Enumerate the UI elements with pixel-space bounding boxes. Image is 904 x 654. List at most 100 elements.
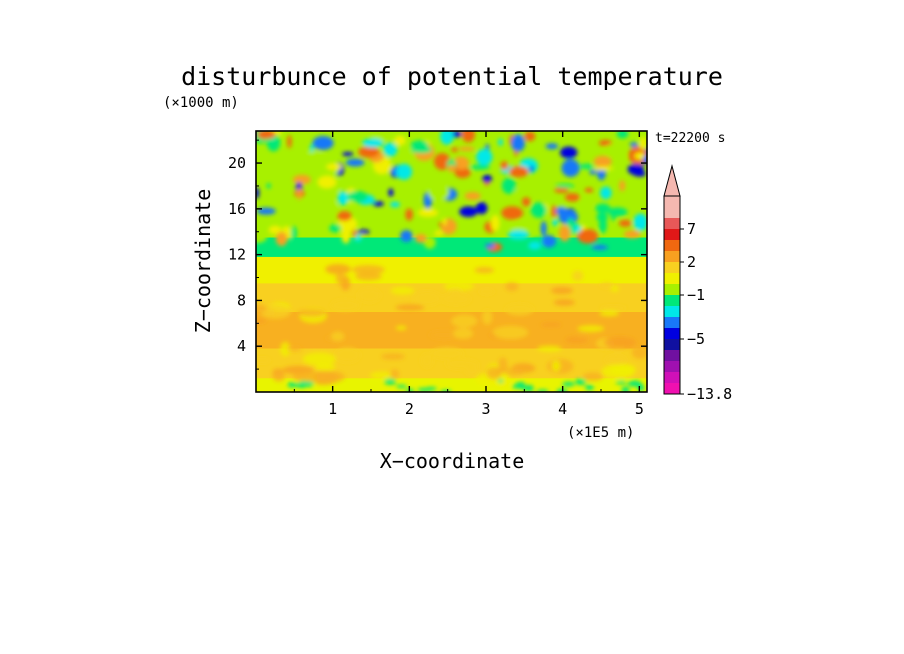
colorbar-segment (664, 317, 680, 329)
field-blob (445, 359, 479, 370)
plot-area (256, 131, 647, 392)
field-blob (459, 206, 478, 218)
field-blob (598, 139, 613, 147)
field-band-0 (256, 378, 647, 392)
field-blob (551, 360, 561, 372)
field-blob (486, 366, 502, 380)
field-blob (260, 304, 291, 319)
field-blob (615, 380, 627, 384)
chart-title: disturbunce of potential temperature (181, 62, 723, 91)
x-axis-label: X−coordinate (380, 449, 525, 473)
field-blobs (256, 131, 647, 392)
field-blob (564, 193, 581, 202)
field-blob (623, 230, 641, 239)
field-blob (304, 151, 324, 165)
x-tick-label: 5 (635, 400, 644, 418)
field-blob (341, 227, 351, 244)
field-blob (540, 322, 562, 327)
field-blob (429, 330, 460, 340)
field-blob (367, 173, 375, 186)
colorbar-segment (664, 262, 680, 274)
field-blob (256, 303, 267, 314)
field-blob (642, 155, 647, 162)
field-blob (412, 290, 442, 306)
field-blob (256, 230, 267, 243)
field-blob (433, 153, 451, 171)
field-blob (601, 364, 635, 380)
field-blob (464, 191, 481, 201)
field-blob (633, 213, 647, 232)
colorbar-label: −5 (687, 330, 705, 348)
y-tick-label: 4 (237, 337, 246, 355)
field-blob (451, 147, 458, 153)
field-blob (403, 268, 433, 277)
field-blob (266, 183, 271, 189)
field-blob (584, 187, 594, 193)
field-blob (505, 282, 519, 292)
colorbar-segment (664, 273, 680, 285)
field-blob (449, 288, 462, 294)
x-tick-label: 1 (328, 400, 337, 418)
field-blob (302, 352, 337, 366)
field-blob (501, 177, 517, 194)
field-blob (256, 357, 271, 364)
field-blob (341, 151, 354, 157)
field-blob (443, 281, 474, 291)
x-tick-label: 4 (558, 400, 567, 418)
colorbar-segment (664, 361, 680, 373)
field-blob (585, 384, 594, 391)
field-blob (552, 218, 558, 227)
field-blob (330, 299, 360, 312)
colorbar-segments (664, 196, 680, 395)
field-blob (448, 164, 456, 173)
field-blob (334, 347, 361, 363)
field-blob (633, 170, 647, 177)
field-blob (599, 310, 620, 317)
field-blob (497, 379, 504, 383)
field-blob (434, 230, 444, 236)
field-blob (357, 287, 381, 303)
field-blob (405, 208, 413, 221)
field-blob (297, 309, 326, 317)
field-blob (498, 138, 503, 146)
field-blob (593, 155, 612, 168)
field-blob (442, 217, 447, 226)
field-blob (490, 214, 500, 232)
field-blob (394, 135, 406, 146)
colorbar-segment (664, 383, 680, 395)
x-unit-label: (×1E5 m) (567, 425, 634, 441)
field-blob (438, 222, 443, 227)
y-tick-label: 8 (237, 291, 246, 309)
field-blob (529, 165, 534, 172)
x-tick-label: 2 (405, 400, 414, 418)
field-blob (354, 272, 382, 281)
field-blob (600, 305, 627, 311)
field-blob (595, 203, 611, 213)
field-blob (616, 131, 629, 139)
field-blob (528, 242, 541, 250)
field-blob (302, 202, 317, 219)
field-blob (337, 191, 349, 206)
field-blob (555, 206, 567, 216)
field-blob (611, 212, 616, 221)
field-blob (572, 270, 584, 282)
field-blob (362, 138, 384, 148)
field-blob (619, 269, 643, 275)
field-band-4 (256, 256, 647, 284)
y-unit-label: (×1000 m) (163, 95, 239, 111)
field-blob (510, 134, 526, 152)
field-blob (598, 216, 607, 234)
field-blob (405, 388, 415, 392)
field-blob (256, 318, 267, 324)
field-blob (352, 229, 357, 238)
field-blob (287, 346, 302, 352)
colorbar-label: −13.8 (687, 385, 732, 403)
field-blob (287, 382, 296, 388)
colorbar-top-arrow (663, 164, 681, 197)
field-blob (454, 167, 471, 179)
field-blob (414, 233, 427, 244)
field-blob (631, 345, 647, 360)
field-blob (593, 166, 614, 171)
field-blob (400, 230, 413, 243)
